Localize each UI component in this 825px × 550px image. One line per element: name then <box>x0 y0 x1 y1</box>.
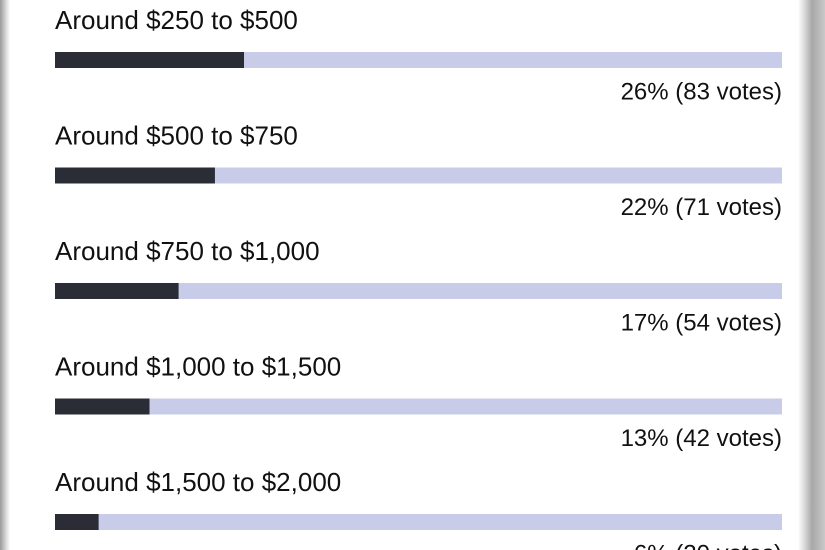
option-label: Around $750 to $1,000 <box>55 236 320 266</box>
bar-track <box>55 167 782 184</box>
bar-track <box>55 514 782 530</box>
option-label: Around $1,500 to $2,000 <box>55 467 341 497</box>
value-label: 17% (54 votes) <box>621 309 782 336</box>
bar <box>55 283 179 299</box>
value-label: 6% (20 votes) <box>634 540 782 550</box>
bar <box>55 52 245 68</box>
bar <box>55 398 150 415</box>
bar-track <box>55 398 782 415</box>
value-label: 13% (42 votes) <box>621 425 782 452</box>
option-label: Around $250 to $500 <box>55 5 298 35</box>
bar <box>55 514 99 530</box>
bar <box>55 167 215 184</box>
option-label: Around $500 to $750 <box>55 120 298 150</box>
bar-track <box>55 283 782 299</box>
value-label: 26% (83 votes) <box>621 78 782 105</box>
option-label: Around $1,000 to $1,500 <box>55 351 341 381</box>
value-label: 22% (71 votes) <box>621 194 782 221</box>
